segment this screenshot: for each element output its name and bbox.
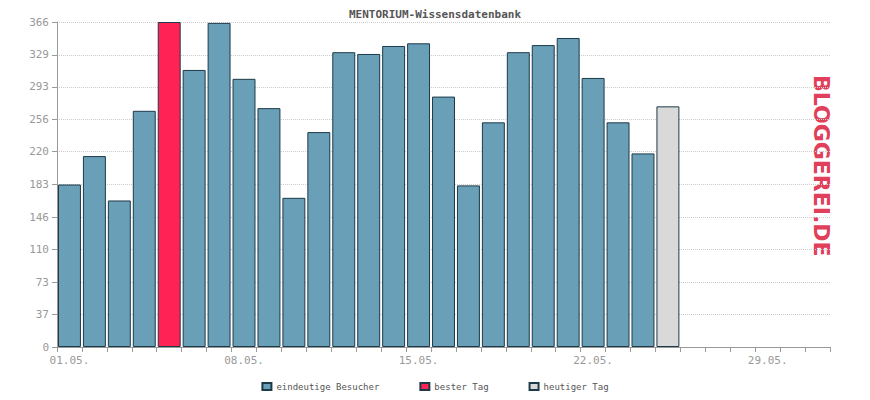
- svg-text:256: 256: [29, 113, 49, 126]
- svg-text:37: 37: [36, 308, 49, 321]
- svg-text:08.05.: 08.05.: [224, 354, 264, 367]
- svg-text:eindeutige Besucher: eindeutige Besucher: [276, 382, 380, 392]
- svg-text:MENTORIUM-Wissensdatenbank: MENTORIUM-Wissensdatenbank: [349, 8, 522, 21]
- svg-text:183: 183: [29, 178, 49, 191]
- svg-text:BLOGGEREI.DE: BLOGGEREI.DE: [809, 75, 834, 257]
- svg-text:73: 73: [36, 276, 49, 289]
- svg-text:01.05.: 01.05.: [50, 354, 90, 367]
- svg-text:329: 329: [29, 48, 49, 61]
- svg-text:15.05.: 15.05.: [399, 354, 439, 367]
- svg-text:22.05.: 22.05.: [573, 354, 613, 367]
- svg-text:bester Tag: bester Tag: [434, 382, 488, 392]
- svg-text:110: 110: [29, 243, 49, 256]
- svg-text:220: 220: [29, 145, 49, 158]
- svg-text:0: 0: [42, 341, 49, 354]
- svg-text:366: 366: [29, 16, 49, 29]
- svg-text:29.05.: 29.05.: [748, 354, 788, 367]
- svg-text:293: 293: [29, 80, 49, 93]
- svg-text:146: 146: [29, 211, 49, 224]
- svg-text:heutiger Tag: heutiger Tag: [544, 382, 609, 392]
